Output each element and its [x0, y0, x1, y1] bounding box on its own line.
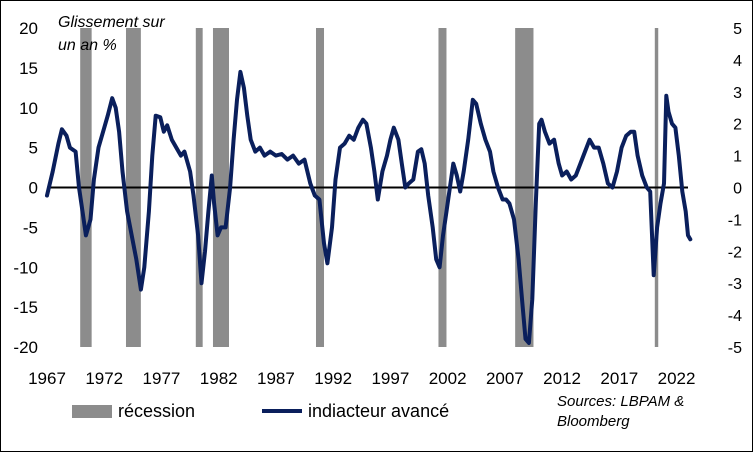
source-line-2: Bloomberg [557, 413, 630, 430]
source-line-1: Sources: LBPAM & [557, 393, 684, 410]
x-tick-label-10: 2017 [600, 369, 638, 388]
right-tick-label-10: -5 [728, 340, 742, 357]
legend-recession-swatch [72, 405, 112, 418]
x-tick-label-9: 2012 [543, 369, 581, 388]
x-axis: 1967 1972 1977 1982 1987 1992 1997 2002 2007 2012… [28, 369, 695, 388]
left-tick-label-1: 15 [19, 59, 38, 78]
series-line-0 [45, 69, 693, 345]
x-tick-label-8: 2007 [486, 369, 524, 388]
x-tick-label-7: 2002 [429, 369, 467, 388]
right-tick-label-3: 2 [733, 117, 742, 134]
right-tick-label-1: 4 [733, 53, 742, 70]
x-tick-label-1: 1972 [85, 369, 123, 388]
right-tick-label-7: -2 [728, 244, 742, 261]
right-tick-label-0: 5 [733, 21, 742, 38]
left-tick-label-6: -10 [13, 258, 38, 277]
left-tick-label-7: -15 [13, 298, 38, 317]
legend-recession-label: récession [118, 401, 195, 421]
legend-indicator-label: indiacteur avancé [308, 401, 449, 421]
left-tick-label-3: 5 [29, 139, 38, 158]
x-tick-label-4: 1987 [257, 369, 295, 388]
right-y-axis: 5 4 3 2 1 0 -1 -2 -3 -4 -5 [728, 21, 742, 357]
right-tick-label-6: -1 [728, 212, 742, 229]
x-tick-label-0: 1967 [28, 369, 66, 388]
axis-note-line-1: Glissement sur [58, 14, 165, 31]
right-tick-label-5: 0 [733, 181, 742, 198]
axis-note-line-2: un an % [58, 37, 117, 54]
left-tick-label-5: -5 [23, 218, 38, 237]
left-tick-label-0: 20 [19, 19, 38, 38]
right-tick-label-4: 1 [733, 149, 742, 166]
left-y-axis: 20 15 10 5 0 -5 -10 -15 -20 [13, 19, 38, 357]
left-tick-label-8: -20 [13, 338, 38, 357]
x-tick-label-11: 2022 [658, 369, 696, 388]
x-tick-label-2: 1977 [143, 369, 181, 388]
x-tick-label-5: 1992 [314, 369, 352, 388]
left-tick-label-4: 0 [29, 179, 38, 198]
left-tick-label-2: 10 [19, 99, 38, 118]
x-tick-label-3: 1982 [200, 369, 238, 388]
right-tick-label-9: -4 [728, 308, 742, 325]
right-tick-label-2: 3 [733, 85, 742, 102]
x-tick-label-6: 1997 [371, 369, 409, 388]
right-tick-label-8: -3 [728, 276, 742, 293]
series-layer [45, 69, 693, 345]
